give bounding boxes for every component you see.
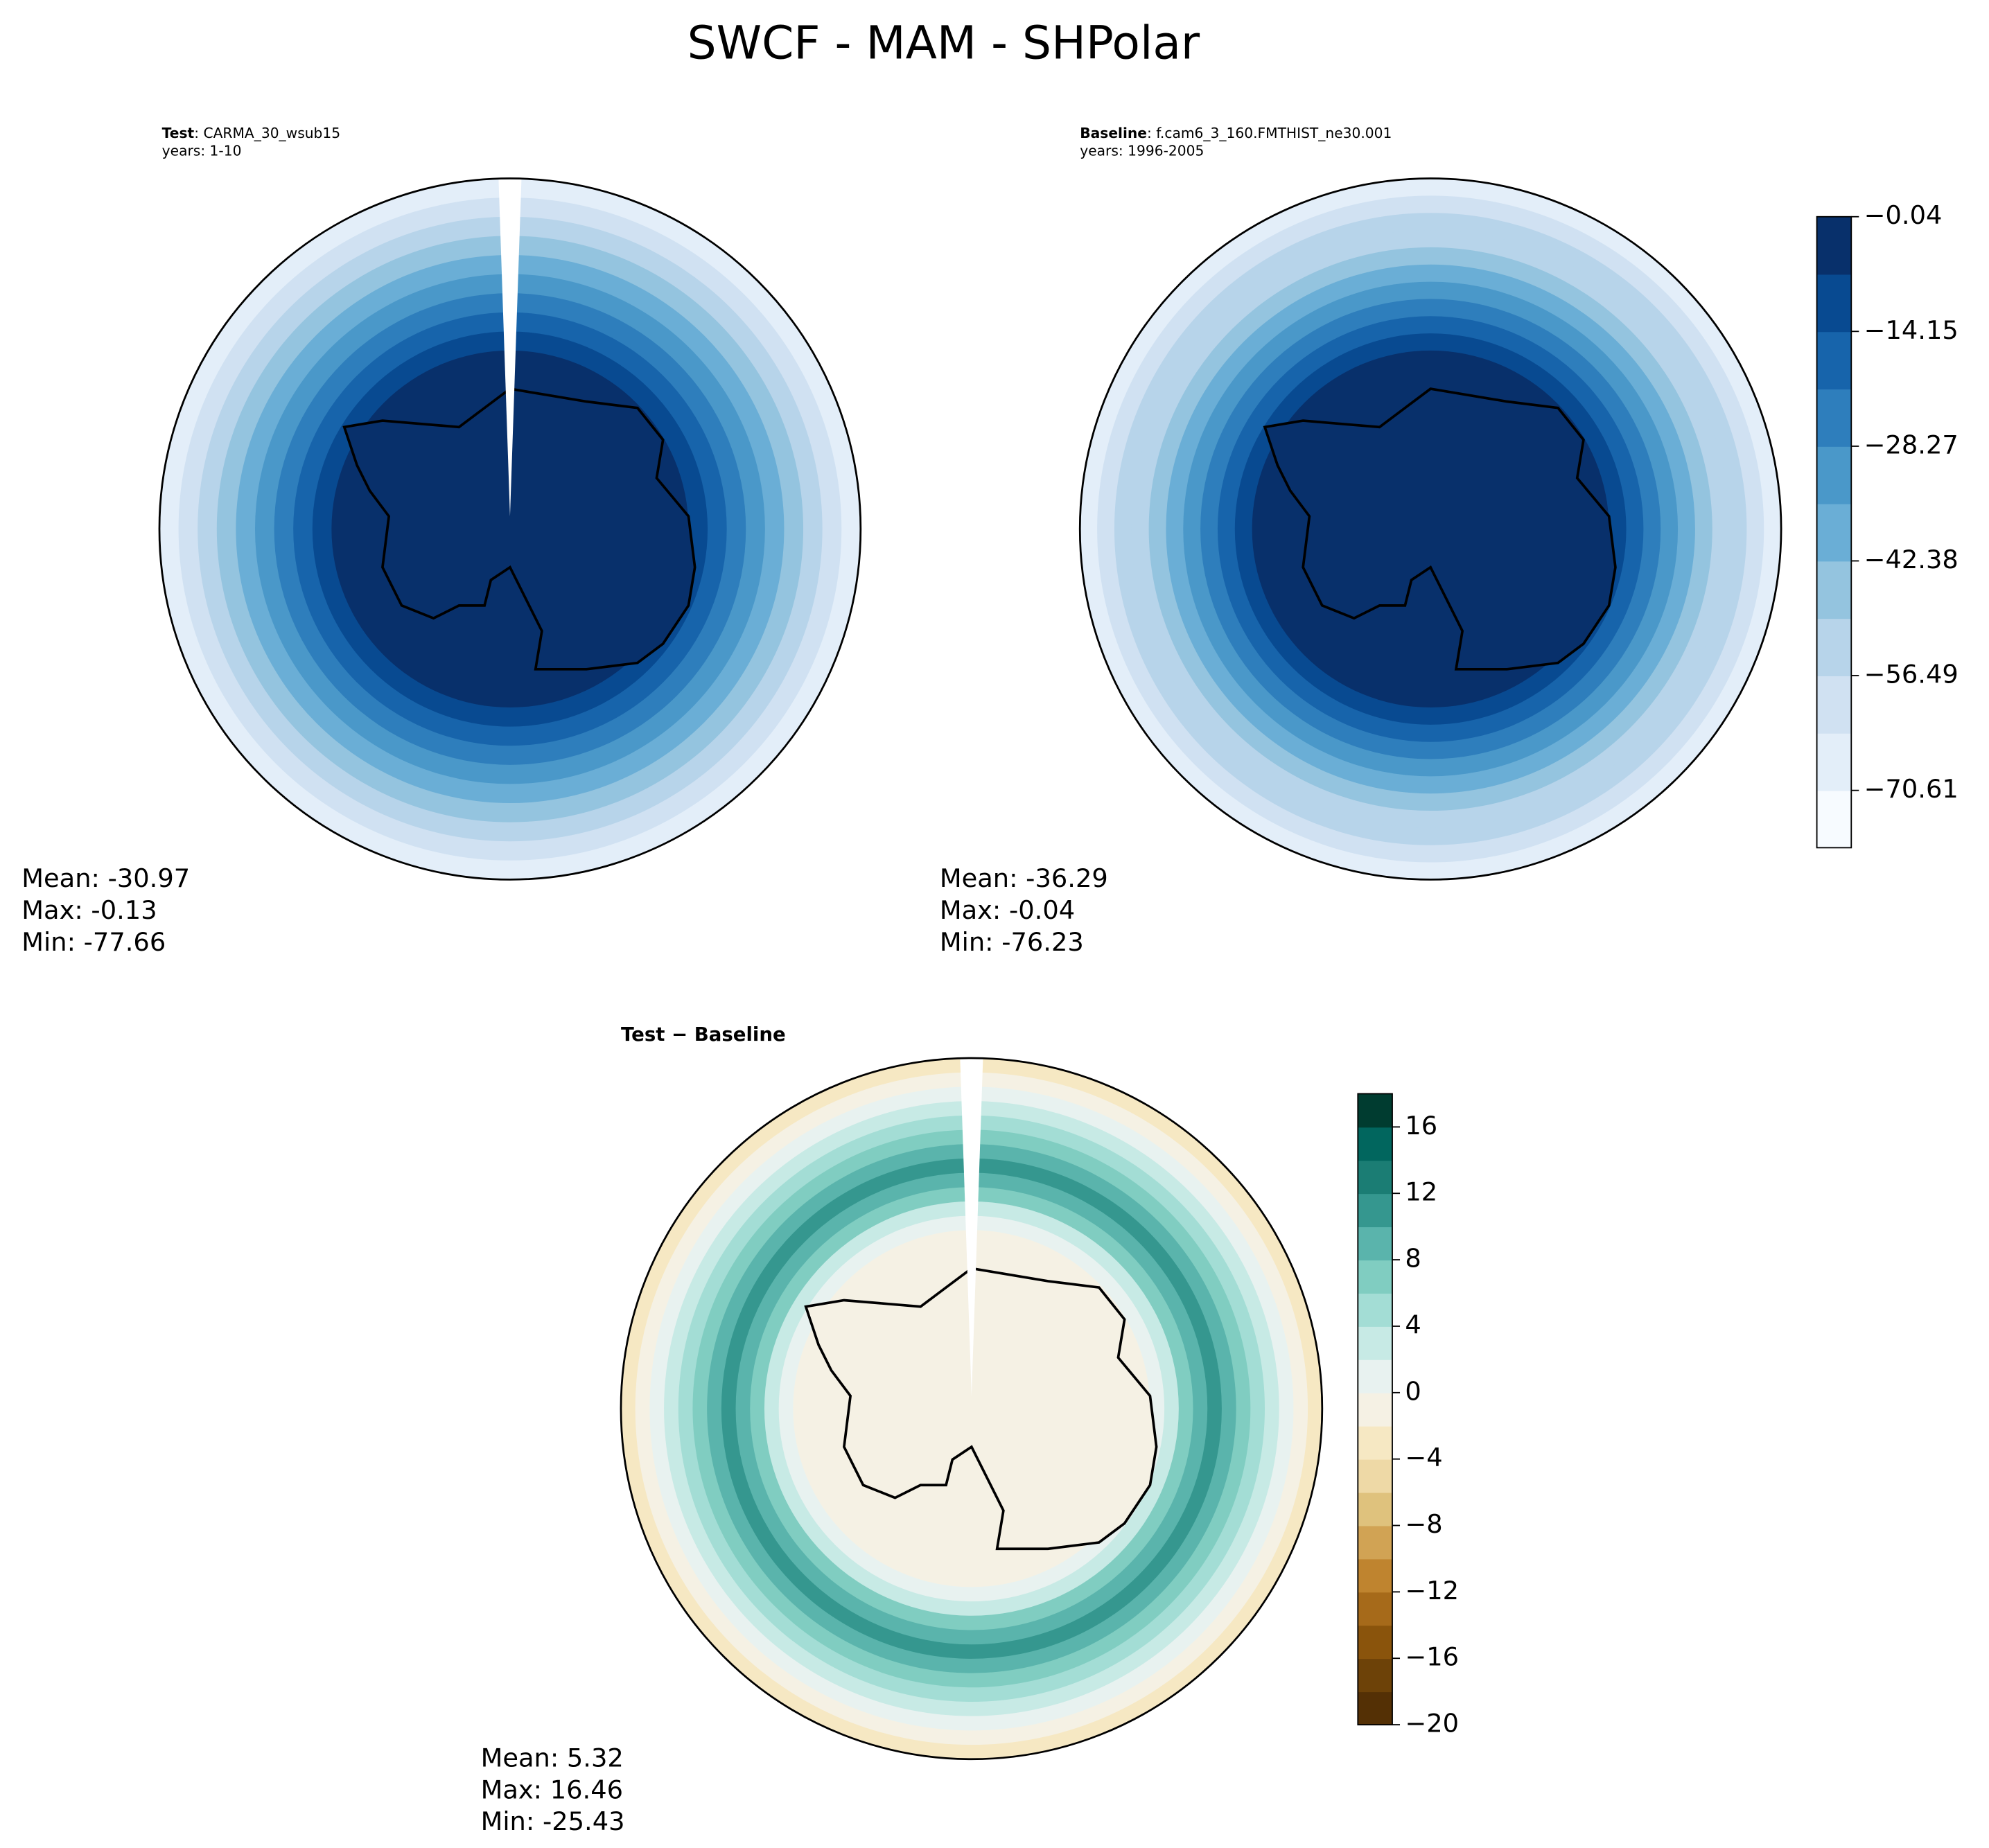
stat-line: Mean: 5.32 xyxy=(481,1743,624,1772)
panel-label: Baseline: f.cam6_3_160.FMTHIST_ne30.001 xyxy=(1080,125,1392,141)
colorbar-band xyxy=(1816,790,1852,849)
coastline xyxy=(804,1267,1158,1551)
colorbar-band xyxy=(1358,1359,1392,1393)
panel-case: : f.cam6_3_160.FMTHIST_ne30.001 xyxy=(1147,125,1392,141)
colorbar-band xyxy=(1358,1293,1392,1327)
map-boundary xyxy=(620,1057,1324,1761)
colorbar-band xyxy=(1816,732,1852,791)
colorbar-band xyxy=(1816,676,1852,734)
stat-line: Mean: -36.29 xyxy=(940,863,1108,893)
colorbar-tick-label: −20 xyxy=(1405,1709,1459,1739)
figure-title: SWCF - MAM - SHPolar xyxy=(687,16,1200,69)
colorbar-tick-label: −4 xyxy=(1405,1443,1442,1472)
colorbar-band xyxy=(1358,1127,1392,1161)
colorbar-band xyxy=(1358,1392,1392,1427)
panel-years: years: 1996-2005 xyxy=(1080,142,1204,159)
colorbar-tick-label: 0 xyxy=(1405,1376,1421,1406)
colorbar-band xyxy=(1816,331,1852,390)
colorbar-band xyxy=(1358,1160,1392,1195)
colorbar-band xyxy=(1358,1625,1392,1660)
colorbar-tick-label: −42.38 xyxy=(1864,545,1959,574)
colorbar-band xyxy=(1358,1260,1392,1294)
missing-wedge xyxy=(960,1057,983,1396)
colorbar-band xyxy=(1816,503,1852,562)
stat-line: Min: -77.66 xyxy=(21,927,166,957)
colorbar-band xyxy=(1816,446,1852,504)
panel-case: : CARMA_30_wsub15 xyxy=(194,125,340,141)
map-boundary xyxy=(1078,177,1782,881)
colorbar-band xyxy=(1358,1459,1392,1493)
colorbar-band xyxy=(1816,216,1852,275)
panel-name: Test xyxy=(162,125,195,141)
panel-label: Test: CARMA_30_wsub15 xyxy=(162,125,340,141)
colorbar-tick-label: −70.61 xyxy=(1864,774,1959,804)
stat-line: Max: -0.04 xyxy=(940,895,1075,925)
colorbar-tick-label: 12 xyxy=(1405,1177,1437,1207)
colorbar-band xyxy=(1816,389,1852,447)
colorbar-tick-label: 4 xyxy=(1405,1310,1421,1339)
coastline xyxy=(342,387,696,671)
coastline xyxy=(1263,387,1617,671)
colorbar-tick-label: −14.15 xyxy=(1864,315,1959,345)
colorbar-band xyxy=(1358,1326,1392,1360)
colorbar-band xyxy=(1358,1658,1392,1693)
colorbar-tick-label: −28.27 xyxy=(1864,430,1959,459)
colorbar-tick-label: 8 xyxy=(1405,1244,1421,1274)
colorbar-band xyxy=(1358,1492,1392,1526)
stat-line: Max: 16.46 xyxy=(481,1775,623,1804)
colorbar-frame xyxy=(1357,1093,1393,1726)
colorbar-tick-label: −0.04 xyxy=(1864,200,1943,230)
colorbar-band xyxy=(1358,1193,1392,1228)
colorbar-band xyxy=(1816,561,1852,619)
stat-line: Mean: -30.97 xyxy=(21,863,190,893)
stat-line: Min: -76.23 xyxy=(940,927,1084,957)
colorbar-band xyxy=(1358,1226,1392,1261)
colorbar-tick-label: −16 xyxy=(1405,1642,1459,1672)
colorbar-band xyxy=(1816,274,1852,333)
colorbar-band xyxy=(1816,618,1852,676)
stat-line: Min: -25.43 xyxy=(481,1806,625,1836)
stat-line: Max: -0.13 xyxy=(21,895,157,925)
colorbar-band xyxy=(1358,1093,1392,1128)
colorbar-band xyxy=(1358,1425,1392,1460)
panel-name: Baseline xyxy=(1080,125,1147,141)
panel-name: Test − Baseline xyxy=(621,1023,786,1046)
map-boundary xyxy=(158,177,862,881)
colorbar-band xyxy=(1358,1691,1392,1726)
colorbar-band xyxy=(1358,1592,1392,1626)
panel-years: years: 1-10 xyxy=(162,142,242,159)
colorbar-band xyxy=(1358,1525,1392,1560)
colorbar-tick-label: 16 xyxy=(1405,1111,1437,1141)
colorbar-tick-label: −56.49 xyxy=(1864,660,1959,689)
colorbar-tick-label: −8 xyxy=(1405,1509,1442,1539)
colorbar-tick-label: −12 xyxy=(1405,1576,1459,1605)
colorbar-frame xyxy=(1816,215,1852,849)
missing-wedge xyxy=(498,178,522,517)
colorbar-band xyxy=(1358,1558,1392,1593)
